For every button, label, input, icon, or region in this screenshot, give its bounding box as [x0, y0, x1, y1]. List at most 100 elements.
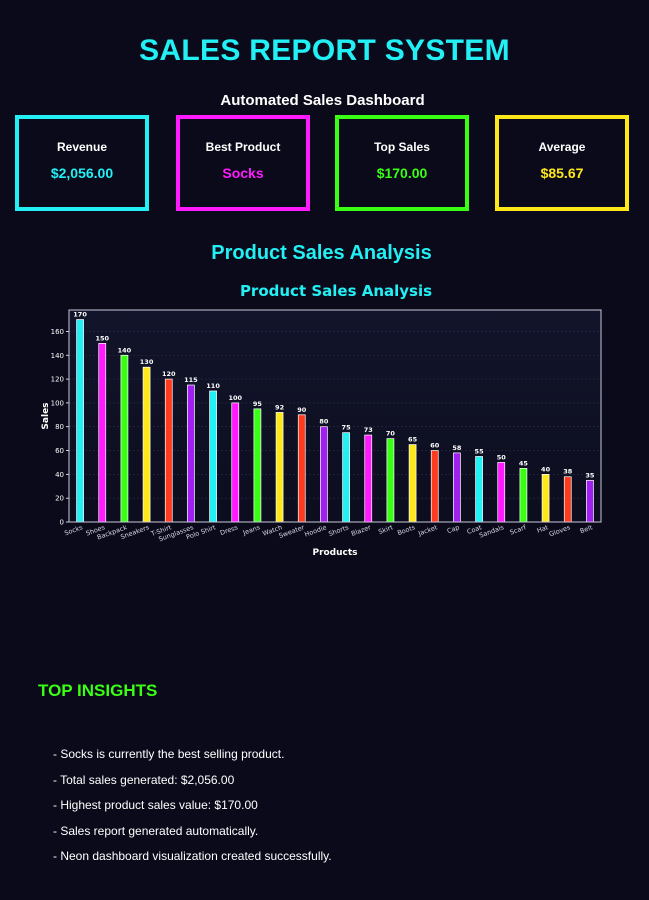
x-tick-label: Boots: [396, 523, 417, 537]
bar-value-label: 60: [430, 442, 440, 450]
bar-value-label: 73: [364, 426, 373, 434]
bar-value-label: 120: [162, 370, 176, 378]
bar-value-label: 75: [342, 424, 352, 432]
chart-title: Product Sales Analysis: [240, 282, 432, 300]
bar: [497, 462, 506, 523]
bar-value-label: 80: [319, 418, 329, 426]
best-product-card: Best Product Socks: [176, 115, 310, 211]
x-tick-label: Shorts: [327, 523, 350, 538]
y-tick-label: 0: [60, 519, 64, 527]
bar: [120, 354, 129, 523]
bar-value-label: 130: [140, 358, 154, 366]
top-sales-card-value: $170.00: [376, 165, 428, 181]
bar-value-label: 50: [497, 453, 507, 461]
revenue-card: Revenue $2,056.00: [15, 115, 149, 211]
revenue-card-value: $2,056.00: [50, 165, 114, 181]
x-tick-label: Hoodie: [303, 523, 327, 538]
insights-title: TOP INSIGHTS: [38, 681, 158, 700]
bar-value-label: 110: [206, 382, 220, 390]
sales-chart-svg: Product Sales Analysis 0 20 40 60 80 100 120 14…: [41, 282, 602, 558]
y-tick-label: 100: [51, 399, 64, 407]
x-tick-label: Cap: [446, 523, 461, 535]
bar: [519, 468, 528, 523]
bar-value-label: 100: [228, 394, 242, 402]
bar-value-label: 150: [95, 334, 109, 342]
y-tick-label: 20: [55, 495, 64, 503]
bar: [453, 452, 461, 523]
bar-value-label: 140: [118, 346, 132, 354]
x-tick-label: Skirt: [377, 523, 394, 536]
bar-value-label: 90: [297, 406, 307, 414]
x-tick-label: Dress: [219, 523, 240, 537]
bar: [253, 408, 262, 523]
y-tick-label: 60: [55, 447, 64, 455]
y-tick-label: 40: [55, 471, 64, 479]
y-axis-label: Sales: [41, 402, 51, 429]
plot-area: [69, 310, 601, 522]
bar-value-label: 65: [408, 436, 418, 444]
bar: [275, 412, 284, 523]
section-title: Product Sales Analysis: [211, 242, 432, 264]
x-axis-label: Products: [312, 548, 357, 558]
page-title: SALES REPORT SYSTEM: [139, 34, 510, 67]
bar: [320, 426, 328, 523]
revenue-card-label: Revenue: [56, 140, 108, 154]
plot-frame: [68, 309, 602, 523]
x-tick-label: Scarf: [509, 523, 528, 536]
x-tick-label: Belt: [579, 523, 594, 535]
insight-item: - Socks is currently the best selling pr…: [53, 747, 285, 761]
bar: [586, 479, 594, 523]
bar: [76, 319, 84, 523]
bar-value-label: 38: [563, 468, 573, 476]
bar-value-label: 92: [275, 403, 284, 411]
x-tick-label: Sweater: [278, 523, 306, 540]
bar-value-label: 45: [519, 459, 529, 467]
bar: [209, 390, 217, 523]
bar: [187, 384, 195, 523]
y-tick-label: 120: [51, 376, 64, 384]
bar: [408, 444, 417, 523]
bar: [386, 438, 395, 523]
best-product-card-value: Socks: [222, 165, 264, 181]
average-card-value: $85.67: [540, 165, 584, 181]
bar: [142, 366, 151, 523]
bar: [342, 432, 350, 523]
bar-value-label: 55: [475, 447, 485, 455]
insights-list: - Socks is currently the best selling pr…: [53, 742, 332, 870]
bar-value-label: 40: [541, 465, 551, 473]
insight-item: - Highest product sales value: $170.00: [53, 798, 258, 812]
x-tick-label: Hat: [536, 523, 550, 535]
bar: [98, 342, 107, 523]
bar-value-label: 70: [386, 430, 396, 438]
bar-value-label: 95: [253, 400, 263, 408]
bar-value-label: 170: [73, 311, 87, 319]
bar-value-label: 58: [452, 444, 462, 452]
x-tick-label: Gloves: [548, 523, 572, 538]
bar: [475, 456, 483, 523]
x-tick-label: Socks: [63, 523, 84, 537]
bar: [364, 434, 373, 523]
bar: [164, 378, 173, 523]
top-sales-card-label: Top Sales: [374, 140, 430, 154]
bar-value-label: 35: [585, 471, 595, 479]
top-sales-card: Top Sales $170.00: [335, 115, 469, 211]
insight-item: - Total sales generated: $2,056.00: [53, 772, 235, 787]
insight-item: - Sales report generated automatically.: [53, 823, 259, 838]
bar: [430, 450, 439, 523]
page-subtitle: Automated Sales Dashboard: [220, 92, 425, 109]
bar: [541, 474, 550, 523]
average-card: Average $85.67: [495, 115, 629, 211]
x-tick-label: Jacket: [416, 523, 438, 538]
x-tick-label: Sandals: [478, 523, 505, 539]
y-tick-label: 160: [51, 328, 64, 336]
y-tick-label: 140: [51, 352, 64, 360]
bar-value-label: 115: [184, 376, 198, 384]
bar: [231, 402, 240, 523]
sales-chart: Product Sales Analysis 0 20 40 60 80 100 120 14…: [0, 276, 649, 566]
average-card-label: Average: [538, 140, 586, 154]
insight-item: - Neon dashboard visualization created s…: [53, 849, 332, 863]
x-tick-label: Jeans: [241, 523, 262, 537]
best-product-card-label: Best Product: [205, 140, 281, 154]
y-tick-label: 80: [55, 423, 64, 431]
